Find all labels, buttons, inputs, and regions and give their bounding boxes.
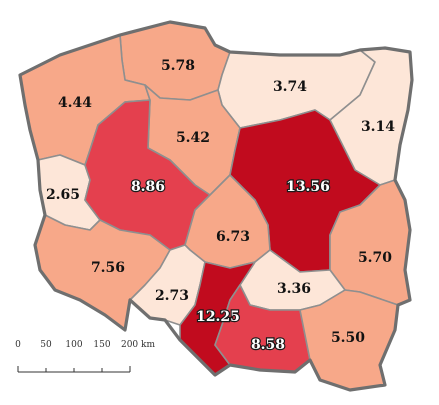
label-swietokrzyskie: 3.36 — [277, 281, 311, 297]
label-lubelskie: 5.70 — [358, 250, 392, 266]
scale-tick-100: 100 — [65, 340, 82, 350]
label-lubuskie: 2.65 — [46, 187, 80, 203]
label-lodzkie: 6.73 — [216, 229, 250, 245]
label-dolnoslaskie: 7.56 — [91, 260, 125, 276]
scale-tick-50: 50 — [40, 340, 52, 350]
label-podkarpackie: 5.50 — [331, 330, 365, 346]
label-pomorskie-west: 4.44 — [58, 95, 92, 111]
label-zachodniopomorskie: 5.78 — [161, 58, 195, 74]
value-labels: 5.78 4.44 3.74 3.14 5.42 2.65 8.86 13.56… — [46, 58, 395, 354]
label-opolskie: 2.73 — [155, 288, 189, 304]
label-kujawsko-pomorskie: 5.42 — [176, 130, 210, 146]
scale-bar-line — [17, 366, 131, 373]
regions-layer — [19, 21, 413, 391]
label-wielkopolskie: 8.86 — [131, 179, 165, 195]
scale-tick-150: 150 — [93, 340, 110, 350]
label-warminsko-mazurskie: 3.74 — [273, 79, 307, 95]
label-podlaskie: 3.14 — [361, 119, 395, 135]
scale-bar: 0 50 100 150 200 km — [15, 340, 155, 373]
country-outline — [18, 20, 414, 392]
label-mazowieckie: 13.56 — [286, 179, 330, 195]
scale-tick-200: 200 km — [121, 340, 155, 350]
scale-tick-0: 0 — [15, 340, 21, 350]
label-malopolskie: 8.58 — [251, 337, 285, 353]
label-slaskie: 12.25 — [196, 309, 240, 325]
